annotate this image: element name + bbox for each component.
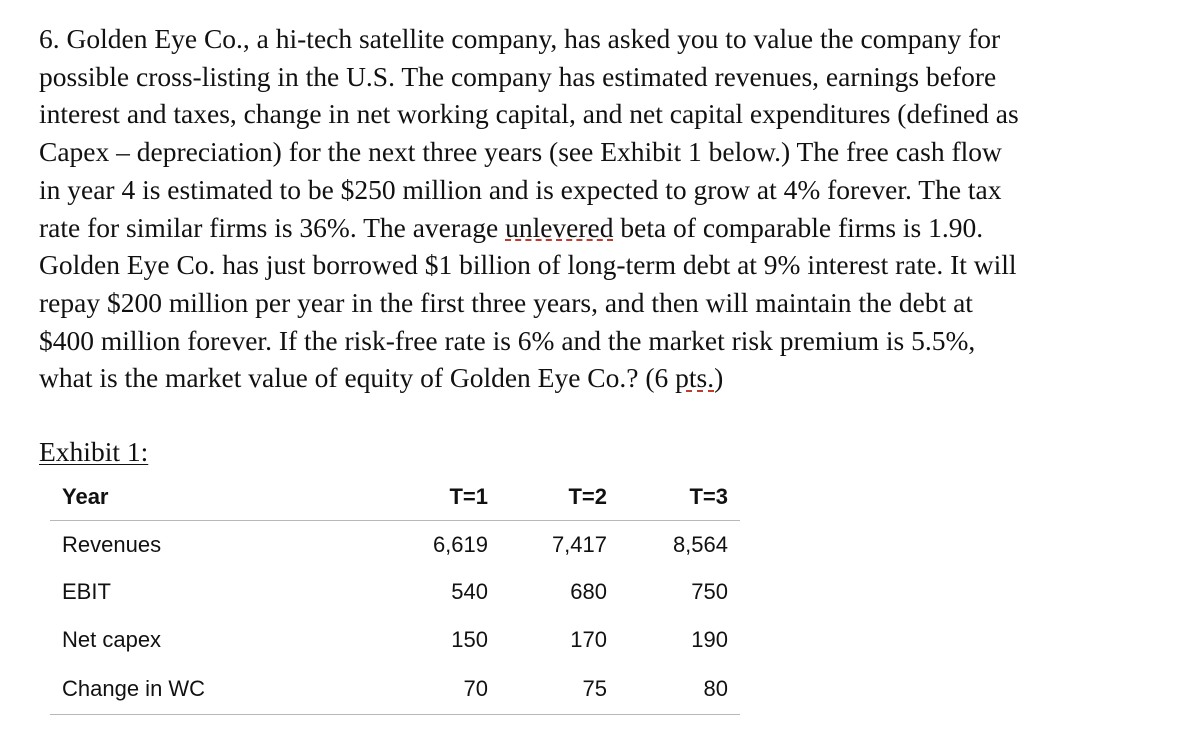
cell-value: 7,417 [551,531,607,557]
question-line: Capex – depreciation) for the next three… [39,136,1002,168]
question-text: 6. Golden Eye Co., a hi-tech satellite c… [39,20,1179,397]
spellcheck-flagged-word[interactable]: unlevered [505,211,614,243]
header-year: Year [62,484,109,509]
row-label: Net capex [62,627,162,652]
cell-value: 150 [451,627,488,652]
exhibit-label: Exhibit 1: [39,436,149,467]
question-line: in year 4 is estimated to be $250 millio… [39,173,1002,205]
header-t3: T=3 [689,484,728,509]
header-t1: T=1 [449,484,488,509]
question-line: $400 million forever. If the risk-free r… [39,324,976,356]
table-row: Net capex 150 170 190 [50,616,740,664]
cell-value: 75 [582,676,607,701]
table-row: EBIT 540 680 750 [50,568,740,616]
cell-value: 8,564 [672,531,728,557]
cell-value: 190 [691,627,728,652]
header-t2: T=2 [568,484,607,509]
question-line: possible cross-listing in the U.S. The c… [39,60,997,92]
exhibit-table: Year T=1 T=2 T=3 Revenues 6,619 7,417 8,… [50,474,740,715]
cell-value: 70 [463,676,488,701]
question-line: interest and taxes, change in net workin… [39,98,1019,130]
cell-value: 80 [703,676,728,701]
cell-value: 680 [570,579,607,604]
cell-value: 6,619 [432,531,488,557]
cell-value: 750 [691,579,728,604]
row-label: Revenues [62,531,162,557]
table-row: Change in WC 70 75 80 [50,664,740,715]
question-line: Golden Eye Co. has just borrowed $1 bill… [39,249,1017,281]
question-line: repay $200 million per year in the first… [39,286,973,318]
question-line-segment: ) [714,362,724,394]
row-label: EBIT [62,579,111,604]
row-label: Change in WC [62,676,206,701]
question-line: 6. Golden Eye Co., a hi-tech satellite c… [39,23,1001,54]
question-line: rate for similar firms is 36%. The avera… [39,209,1179,247]
question-line-segment: what is the market value of equity of Go… [39,362,676,394]
spellcheck-flagged-word[interactable]: pts. [675,362,715,394]
question-line-segment: beta of comparable firms is 1.90. [613,211,984,243]
cell-value: 170 [570,627,607,652]
question-line-segment: rate for similar firms is 36%. The avera… [39,211,506,243]
question-line: what is the market value of equity of Go… [39,359,1179,397]
table-header-row: Year T=1 T=2 T=3 [50,474,740,521]
cell-value: 540 [451,579,488,604]
table-row: Revenues 6,619 7,417 8,564 [50,521,740,568]
